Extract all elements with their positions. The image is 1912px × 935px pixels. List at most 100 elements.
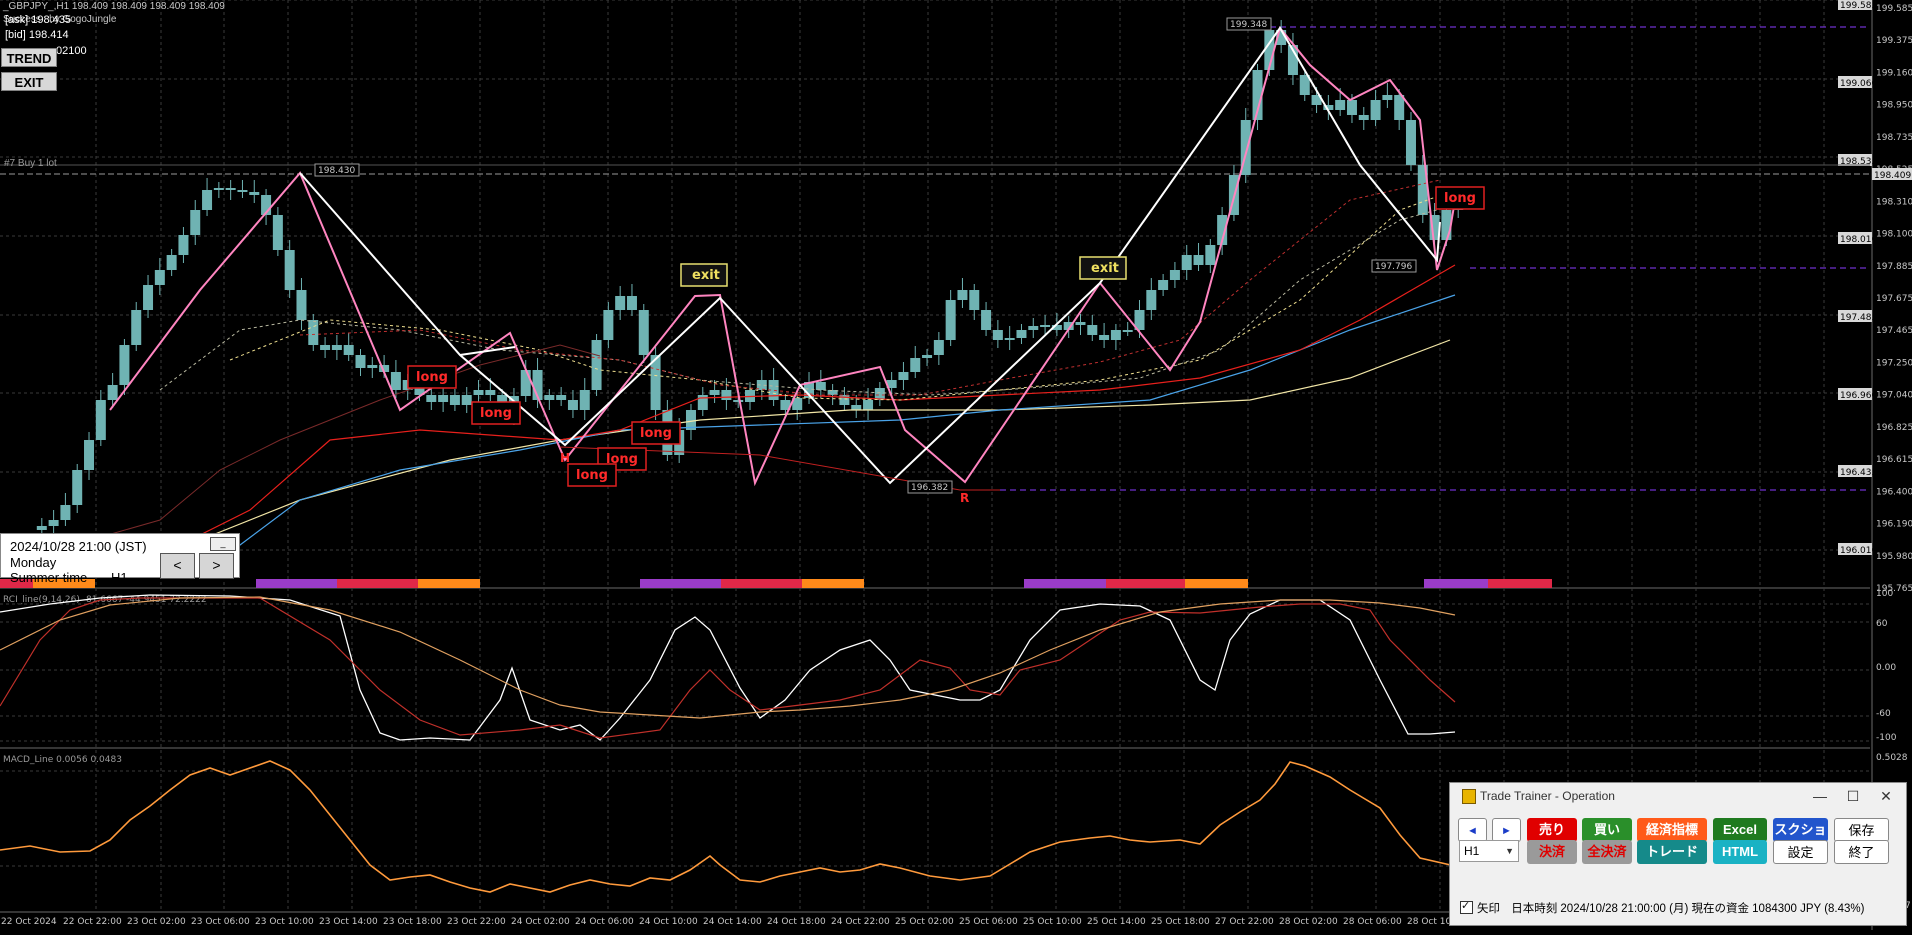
candle-body (355, 355, 366, 368)
candle-body (166, 255, 177, 270)
long-marker: long (1444, 191, 1476, 206)
candle-body (261, 195, 272, 215)
time-axis-label: 25 Oct 18:00 (1151, 917, 1210, 927)
exit-marker: exit (692, 268, 720, 283)
price-box-label: 199.060 (1840, 79, 1877, 89)
candle-body (131, 310, 142, 345)
candle-body (296, 290, 307, 320)
candle-body (756, 380, 767, 390)
candle-body (1240, 120, 1251, 175)
candle-body (72, 470, 83, 505)
timeframe-select-value: H1 (1464, 844, 1480, 858)
time-axis-label: 22 Oct 2024 (1, 917, 57, 927)
candle-body (804, 382, 815, 398)
minimize-panel-button[interactable]: _ (210, 537, 236, 551)
date-time-text: 2024/10/28 21:00 (JST) (10, 539, 147, 554)
buy-button[interactable]: 買い (1582, 818, 1632, 842)
session-bar (256, 579, 337, 588)
candle-body (1346, 100, 1357, 115)
candle-body (992, 330, 1003, 340)
minimize-window-button[interactable]: — (1813, 788, 1827, 804)
trade-button[interactable]: トレード (1637, 840, 1707, 864)
candle-body (438, 395, 449, 402)
price-box (1838, 76, 1872, 88)
maximize-window-button[interactable]: ☐ (1846, 788, 1860, 804)
economic-indicators-button[interactable]: 経済指標 (1637, 818, 1707, 842)
settings-button[interactable]: 設定 (1773, 840, 1828, 864)
prev-bar-button[interactable]: < (160, 553, 195, 579)
candle-body (48, 520, 59, 526)
window-titlebar[interactable]: Trade Trainer - Operation — ☐ ✕ (1450, 783, 1906, 809)
excel-button[interactable]: Excel (1713, 818, 1767, 842)
price-box-label: 196.435 (1840, 468, 1877, 478)
candle-body (461, 395, 472, 405)
candle-body (1252, 70, 1263, 120)
rci-axis-label: 60 (1876, 619, 1888, 629)
price-box (1838, 154, 1872, 166)
next-bar-button[interactable]: > (199, 553, 234, 579)
candle-body (1087, 325, 1098, 335)
screenshot-button[interactable]: スクショ (1773, 818, 1828, 842)
candle-body (190, 210, 201, 235)
price-tag-low1: 196.382 (911, 483, 948, 493)
session-bar (418, 579, 480, 588)
candle-body (815, 382, 826, 390)
time-axis-label: 25 Oct 02:00 (895, 917, 954, 927)
arrow-checkbox[interactable] (1460, 899, 1473, 914)
sell-button[interactable]: 売り (1527, 818, 1577, 842)
candle-body (851, 405, 862, 410)
price-axis-label: 198.310 (1876, 197, 1912, 207)
candle-body (60, 505, 71, 520)
quit-button[interactable]: 終了 (1834, 840, 1889, 864)
candle-body (839, 395, 850, 405)
price-tag-high2: 199.348 (1230, 20, 1267, 30)
long-marker: long (416, 370, 448, 385)
prev-step-button[interactable]: ◄ (1458, 818, 1487, 842)
candle-body (945, 300, 956, 340)
settle-all-button[interactable]: 全決済 (1582, 840, 1632, 864)
save-button[interactable]: 保存 (1834, 818, 1889, 842)
candle-body (1441, 210, 1452, 240)
candle-body (1217, 215, 1228, 245)
candle-body (1417, 165, 1428, 215)
timeframe-select[interactable]: H1 ▼ (1459, 840, 1519, 862)
html-button[interactable]: HTML (1713, 840, 1767, 864)
time-axis-label: 28 Oct 10:00 (1407, 917, 1466, 927)
trend-button[interactable]: TREND (1, 48, 57, 67)
settle-button[interactable]: 決済 (1527, 840, 1577, 864)
ask-price: [ask] 198.435 (5, 14, 72, 26)
candle-body (308, 320, 319, 345)
time-axis-label: 24 Oct 18:00 (767, 917, 826, 927)
exit-button[interactable]: EXIT (1, 72, 57, 91)
close-window-button[interactable]: ✕ (1880, 788, 1892, 804)
session-bar (0, 579, 33, 588)
candle-body (449, 395, 460, 405)
price-box-label: 198.535 (1840, 157, 1877, 167)
trade-line-label: #7 Buy 1 lot (4, 158, 57, 169)
session-bar (1185, 579, 1248, 588)
candle-body (1311, 95, 1322, 105)
candle-body (1181, 255, 1192, 270)
ma-dotted-line (299, 179, 1441, 396)
time-axis-label: 23 Oct 22:00 (447, 917, 506, 927)
rci-axis-label: 100 (1876, 589, 1893, 599)
next-step-button[interactable]: ► (1492, 818, 1521, 842)
candle-body (1405, 120, 1416, 165)
time-axis-label: 24 Oct 02:00 (511, 917, 570, 927)
price-axis-label: 195.765 (1876, 584, 1912, 594)
session-bar (1024, 579, 1106, 588)
price-box-label: 198.010 (1840, 235, 1877, 245)
candle-body (1382, 95, 1393, 100)
status-text: 日本時刻 2024/10/28 21:00:00 (月) 現在の資金 10843… (1511, 903, 1865, 915)
exit-marker-box (680, 263, 728, 287)
candle-body (36, 526, 47, 530)
price-tag-high1: 198.430 (318, 166, 355, 176)
candle-body (390, 372, 401, 390)
rci-axis-label: 0.00 (1876, 663, 1896, 673)
session-bar (1424, 579, 1488, 588)
candle-body (343, 345, 354, 355)
status-bar: 矢印 日本時刻 2024/10/28 21:00:00 (月) 現在の資金 10… (1460, 899, 1865, 916)
price-axis-label: 195.980 (1876, 552, 1912, 562)
